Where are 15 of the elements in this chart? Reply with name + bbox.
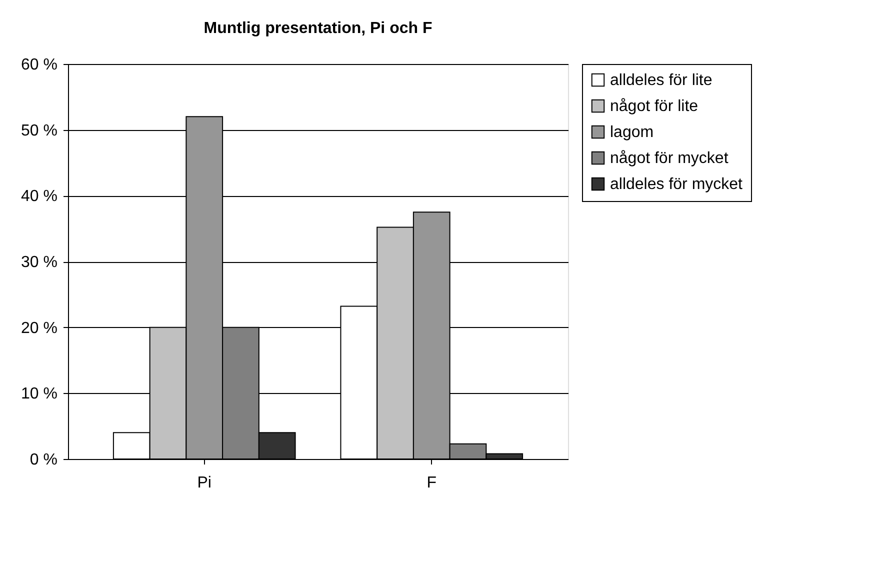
legend-label: lagom <box>610 124 654 141</box>
y-tick-label: 40 % <box>21 188 58 206</box>
y-tick-label: 50 % <box>21 122 58 140</box>
x-tick-label: Pi <box>197 474 212 492</box>
legend-label: något för lite <box>610 98 698 115</box>
y-tick-label: 20 % <box>21 320 58 337</box>
y-tick-label: 0 % <box>30 452 58 468</box>
y-tick-label: 60 % <box>21 56 58 74</box>
y-tick-label: 10 % <box>21 386 58 403</box>
x-tick-label: F <box>426 474 437 492</box>
legend-label: alldeles för lite <box>610 72 712 89</box>
chart-title: Muntlig presentation, Pi och F <box>204 20 432 37</box>
legend-label: alldeles för mycket <box>610 176 744 193</box>
legend-label: något för mycket <box>610 150 729 167</box>
y-tick-label: 30 % <box>21 254 58 271</box>
